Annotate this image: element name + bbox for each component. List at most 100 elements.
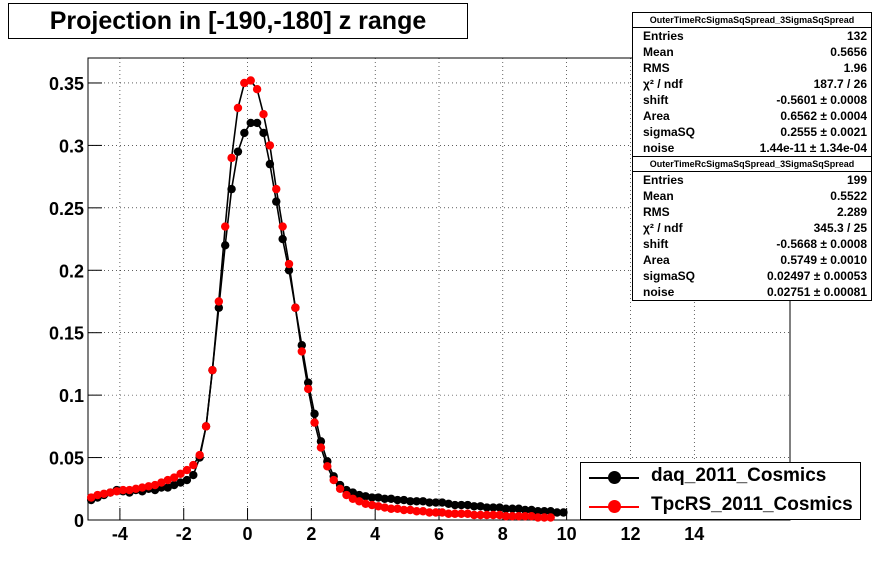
data-point — [272, 197, 281, 206]
data-point — [418, 497, 428, 506]
data-point — [527, 505, 536, 515]
stats-row: Area 0.6562 ± 0.0004 — [633, 108, 871, 124]
x-tick-label: -4 — [112, 524, 128, 544]
stats-label: Entries — [643, 29, 684, 43]
data-point — [163, 475, 172, 485]
data-point — [514, 512, 523, 521]
data-point — [425, 508, 434, 517]
data-point — [463, 509, 472, 518]
data-point — [265, 141, 275, 150]
stats-row: Entries 199 — [633, 172, 871, 188]
stats-value: -0.5668 ± 0.0008 — [776, 237, 867, 251]
stats-value: 1.44e-11 ± 1.34e-04 — [759, 141, 867, 155]
data-point — [386, 504, 396, 513]
data-point — [393, 495, 402, 505]
data-point — [508, 504, 517, 513]
data-point — [431, 508, 441, 517]
data-point — [367, 500, 377, 510]
fit-curves — [90, 79, 564, 519]
stats-row: RMS 2.289 — [633, 204, 871, 220]
data-point — [182, 475, 192, 485]
stats-label: Area — [643, 253, 670, 267]
stats-value: 1.96 — [843, 61, 867, 75]
y-tick-label: 0.05 — [49, 449, 84, 469]
stats-label: Entries — [643, 173, 684, 187]
data-point — [189, 470, 198, 480]
data-point — [252, 118, 262, 128]
data-point — [482, 510, 492, 520]
stats-row: Area 0.5749 ± 0.0010 — [633, 252, 871, 268]
data-point — [374, 502, 383, 511]
data-point — [374, 493, 383, 502]
data-point — [125, 485, 134, 495]
stats-value: 2.289 — [836, 205, 867, 219]
data-point — [386, 494, 396, 503]
data-point — [303, 384, 313, 394]
legend-entry-tpcrs: TpcRS_2011_Cosmics — [581, 492, 860, 520]
data-point — [361, 499, 370, 508]
data-point — [476, 510, 485, 520]
data-point — [540, 513, 549, 522]
x-tick-label: 10 — [557, 524, 577, 544]
data-point — [246, 76, 255, 85]
stats-row: Mean 0.5522 — [633, 188, 871, 204]
data-point — [182, 465, 192, 475]
stats-label: sigmaSQ — [643, 125, 696, 139]
data-point — [508, 512, 517, 521]
stats-label: Mean — [643, 189, 674, 203]
data-point — [297, 340, 306, 350]
data-point — [86, 493, 96, 502]
data-points — [86, 76, 568, 522]
data-point — [240, 78, 249, 88]
data-point — [157, 478, 166, 487]
y-axis: 0 0.05 0.1 0.15 0.2 0.25 0.3 0.35 — [49, 74, 102, 531]
data-point — [355, 497, 364, 506]
stats-value: 199 — [846, 173, 867, 187]
fit-curve — [90, 79, 551, 519]
data-point — [533, 507, 543, 516]
stats-value: 187.7 / 26 — [813, 77, 867, 91]
data-point — [272, 184, 281, 194]
y-tick-label: 0.2 — [59, 261, 84, 281]
stats-value: 0.02497 ± 0.00053 — [766, 269, 867, 283]
data-point — [520, 505, 530, 515]
data-point — [221, 241, 230, 250]
x-tick-label: 0 — [243, 524, 253, 544]
stats-row: χ² / ndf 345.3 / 25 — [633, 220, 871, 236]
stats-box-2: OuterTimeRcSigmaSqSpread_3SigmaSqSpread … — [632, 156, 872, 301]
data-point — [112, 487, 121, 496]
data-point — [348, 488, 358, 497]
data-point — [380, 494, 389, 503]
data-point — [476, 502, 485, 511]
data-point — [361, 492, 370, 501]
data-point — [412, 497, 421, 506]
data-point — [540, 507, 549, 516]
stats-label: noise — [643, 285, 675, 299]
x-tick-label: 4 — [370, 524, 380, 544]
data-point — [150, 480, 160, 490]
data-point — [189, 460, 198, 470]
stats-value: 0.5749 ± 0.0010 — [780, 253, 867, 267]
data-point — [425, 498, 434, 507]
stats-label: χ² / ndf — [643, 221, 683, 235]
data-point — [501, 512, 511, 521]
data-point — [138, 483, 147, 492]
data-point — [501, 504, 511, 513]
data-point — [233, 147, 243, 156]
stats-row: noise 0.02751 ± 0.00081 — [633, 284, 871, 300]
data-point — [291, 303, 300, 312]
data-point — [552, 508, 562, 517]
data-point — [278, 222, 287, 231]
stats-row: RMS 1.96 — [633, 60, 871, 76]
data-point — [316, 443, 326, 452]
data-point — [278, 234, 287, 244]
data-point — [406, 497, 415, 506]
data-point — [399, 505, 409, 515]
data-point — [457, 500, 466, 510]
data-point — [342, 490, 351, 500]
data-point — [393, 504, 402, 513]
data-point — [208, 365, 217, 375]
legend-label: TpcRS_2011_Cosmics — [651, 494, 853, 515]
data-point — [144, 482, 153, 491]
data-point — [316, 437, 326, 446]
